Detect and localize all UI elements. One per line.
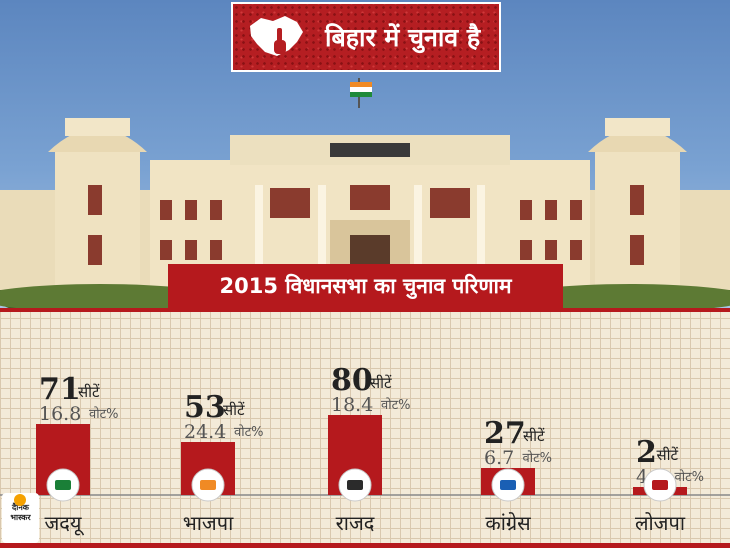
seat-count-5: 2 [636,435,657,470]
vote-share-3: 18.4 [331,394,373,416]
election-banner: बिहार में चुनाव है [231,2,501,72]
seat-word-1: सीटें [78,383,100,401]
assembly-photo: बिहार में चुनाव है 2015 विधानसभा का चुना… [0,0,730,308]
seat-word-2: सीटें [223,401,245,419]
vote-word-1: वोट% [89,406,119,422]
category-label-4: कांग्रेस [485,511,531,535]
symbol-mark-3 [347,480,363,490]
vote-share-2: 24.4 [184,421,226,443]
symbol-mark-4 [500,480,516,490]
chart-top-divider [0,308,730,312]
vote-word-4: वोट% [523,450,553,466]
category-label-5: लोजपा [635,511,686,535]
vote-share-4: 6.7 [484,447,514,469]
seat-word-5: सीटें [657,446,679,464]
symbol-mark-2 [200,480,216,490]
category-label-1: जदयू [44,511,84,536]
results-chart: 71 सीटें 16.8 वोट% जदयू 53 सीटें 24.4 वोट% भाजपा 8… [0,308,730,548]
symbol-mark-1 [55,480,71,490]
category-label-3: राजद [336,511,375,535]
seat-word-4: सीटें [523,427,545,445]
dainik-bhaskar-logo: दैनिक भास्कर [2,493,39,543]
bihar-map-icon [250,16,303,56]
vote-word-2: वोट% [234,424,264,440]
vote-share-1: 16.8 [39,403,81,425]
results-title: 2015 विधानसभा का चुनाव परिणाम [168,264,563,308]
seat-count-4: 27 [484,416,526,451]
category-label-2: भाजपा [183,511,234,535]
seat-count-3: 80 [331,363,373,398]
seat-word-3: सीटें [370,374,392,392]
logo-text: दैनिक भास्कर [10,503,31,522]
bar-chart: 71सीटें16.8 वोट%जदयू53सीटें24.4 वोट%भाजपा8… [0,363,730,536]
symbol-mark-5 [652,480,668,490]
vote-word-5: वोट% [675,469,705,485]
banner-title: बिहार में चुनाव है [325,23,481,52]
sun-icon [14,494,26,506]
chart-bottom-divider [0,543,730,548]
vote-word-3: वोट% [381,397,411,413]
seat-count-2: 53 [184,390,226,425]
seat-count-1: 71 [39,372,81,407]
